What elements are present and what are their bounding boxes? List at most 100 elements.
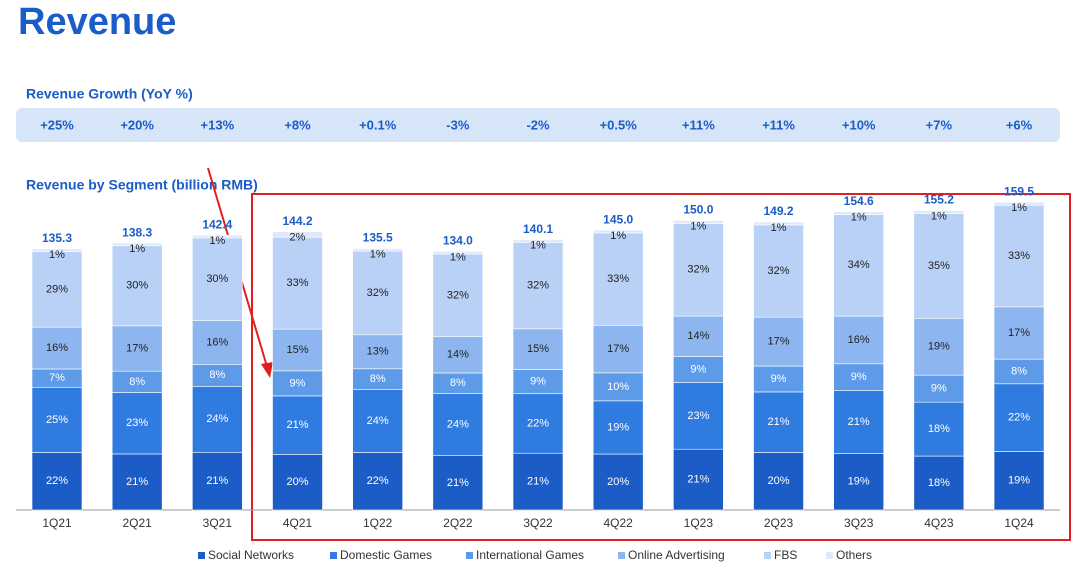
segment-label: 22% xyxy=(527,417,549,429)
segment-label: 7% xyxy=(49,372,65,384)
segment-label: 24% xyxy=(206,413,228,425)
growth-label: +20% xyxy=(120,117,154,132)
total-label: 149.2 xyxy=(764,204,794,218)
growth-band xyxy=(16,108,1060,142)
growth-label: +8% xyxy=(284,117,311,132)
bar-segment xyxy=(111,392,163,455)
bar-segment xyxy=(432,455,484,511)
bar-segment xyxy=(272,454,323,511)
bar-segment xyxy=(913,210,965,214)
segment-label: 9% xyxy=(530,375,546,387)
total-label: 145.0 xyxy=(603,212,633,226)
segment-label: 17% xyxy=(607,343,629,355)
growth-label: +7% xyxy=(926,117,953,132)
segment-label: 13% xyxy=(367,346,389,358)
bar-segment xyxy=(592,453,644,511)
segment-label: 33% xyxy=(1008,250,1030,262)
total-label: 135.5 xyxy=(363,231,393,245)
segment-label: 1% xyxy=(690,220,706,232)
segment-label: 19% xyxy=(848,476,870,488)
bar-segment xyxy=(592,232,644,326)
segment-label: 1% xyxy=(49,249,65,261)
segment-label: 32% xyxy=(367,287,389,299)
segment-label: 21% xyxy=(447,477,469,489)
segment-label: 33% xyxy=(286,277,308,289)
segment-label: 15% xyxy=(527,343,549,355)
segment-label: 21% xyxy=(286,419,308,431)
bar-segment xyxy=(833,211,885,215)
bar-segment xyxy=(31,251,83,328)
bar-segment xyxy=(352,452,403,511)
bar-segment xyxy=(512,393,564,454)
growth-label: +0.5% xyxy=(600,117,638,132)
x-tick-label: 4Q23 xyxy=(924,516,954,530)
bar-segment xyxy=(913,401,965,457)
bar-segment xyxy=(432,251,484,255)
bar-segment xyxy=(993,383,1045,452)
segment-label: 9% xyxy=(690,363,706,375)
bar-segment xyxy=(111,242,163,247)
x-tick-label: 1Q23 xyxy=(684,516,714,530)
bar-segment xyxy=(352,389,403,453)
legend-label: Others xyxy=(836,548,872,562)
segment-label: 1% xyxy=(851,212,867,224)
segment-label: 8% xyxy=(209,369,225,381)
growth-label: +0.1% xyxy=(359,117,397,132)
total-label: 138.3 xyxy=(122,225,152,239)
segment-label: 22% xyxy=(367,475,389,487)
segment-label: 14% xyxy=(687,330,709,342)
bar-segment xyxy=(192,234,243,239)
total-label: 150.0 xyxy=(683,203,713,217)
legend-label: Social Networks xyxy=(208,548,294,562)
segment-label: 25% xyxy=(46,414,68,426)
segment-label: 1% xyxy=(370,248,386,260)
total-label: 154.6 xyxy=(844,194,874,208)
highlight-box xyxy=(251,193,1071,541)
segment-label: 9% xyxy=(851,371,867,383)
bar-segment xyxy=(673,223,724,317)
bar-segment xyxy=(352,334,403,370)
bar-segment xyxy=(993,201,1045,206)
bar-segment xyxy=(753,391,804,453)
segment-label: 32% xyxy=(527,279,549,291)
growth-label: -3% xyxy=(446,117,470,132)
bar-segment xyxy=(913,374,965,403)
x-tick-label: 1Q21 xyxy=(42,516,72,530)
bar-segment xyxy=(913,213,965,319)
segment-label: 34% xyxy=(848,259,870,271)
segment-label: 24% xyxy=(367,415,389,427)
segment-label: 30% xyxy=(126,280,148,292)
x-tick-label: 1Q22 xyxy=(363,516,393,530)
segment-label: 17% xyxy=(768,335,790,347)
bar-segment xyxy=(272,328,323,372)
segment-label: 32% xyxy=(447,289,469,301)
segment-label: 18% xyxy=(928,423,950,435)
growth-label: +13% xyxy=(201,117,235,132)
x-tick-label: 4Q21 xyxy=(283,516,313,530)
bar-segment xyxy=(673,315,724,357)
segment-label: 1% xyxy=(1011,202,1027,214)
bar-segment xyxy=(913,455,965,511)
bar-segment xyxy=(592,324,644,374)
bar-segment xyxy=(352,250,403,336)
bar-segment xyxy=(31,326,83,370)
bar-segment xyxy=(592,400,644,455)
segment-label: 16% xyxy=(46,342,68,354)
x-tick-label: 2Q21 xyxy=(122,516,152,530)
bar-segment xyxy=(192,237,243,321)
segment-label: 1% xyxy=(129,243,145,255)
segment-label: 17% xyxy=(126,342,148,354)
segment-label: 22% xyxy=(46,475,68,487)
legend-label: International Games xyxy=(476,548,584,562)
segment-label: 17% xyxy=(1008,327,1030,339)
bar-segment xyxy=(673,382,724,450)
bar-segment xyxy=(512,328,564,370)
bar-segment xyxy=(111,325,163,372)
x-tick-label: 2Q22 xyxy=(443,516,473,530)
segment-label: 33% xyxy=(607,273,629,285)
segment-label: 30% xyxy=(206,273,228,285)
segment-label: 8% xyxy=(370,373,386,385)
segment-label: 8% xyxy=(1011,365,1027,377)
bar-segment xyxy=(833,315,885,365)
